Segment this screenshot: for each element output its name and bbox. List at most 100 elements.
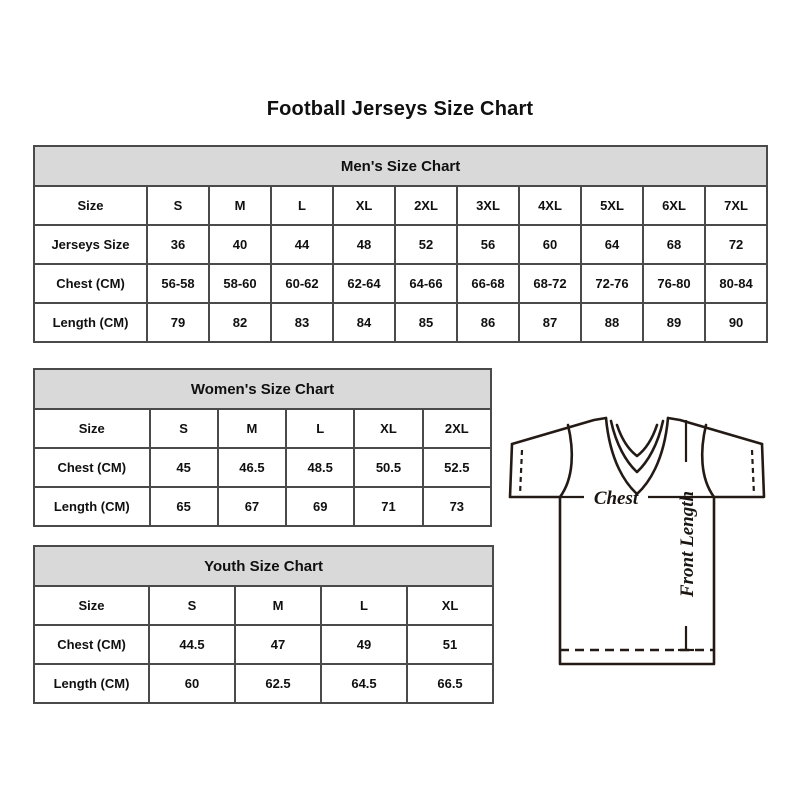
column-header-s: S (146, 185, 210, 226)
cell: 80-84 (703, 263, 769, 304)
cell: 82 (208, 302, 272, 343)
cell: 44 (270, 224, 334, 265)
column-header-m: M (208, 185, 272, 226)
body-outline (558, 495, 716, 666)
cell: 44.5 (148, 624, 236, 665)
row-label-jerseys-size: Jerseys Size (33, 224, 148, 265)
right-sleeve-seam (700, 423, 716, 499)
chest-label: Chest (594, 488, 639, 509)
table-header-row: Size S M L XL 2XL 3XL 4XL 5XL 6XL 7XL (33, 185, 769, 226)
youth-table-title: Youth Size Chart (32, 545, 495, 587)
column-header-4xl: 4XL (518, 185, 582, 226)
sleeve-cuff-dashed-lines (518, 449, 756, 496)
cell: 62-64 (332, 263, 396, 304)
cell: 64 (580, 224, 644, 265)
column-header-s: S (148, 585, 236, 626)
table-row: Length (CM) 79 82 83 84 85 86 87 88 89 9… (33, 302, 769, 343)
row-label-chest-cm: Chest (CM) (33, 447, 151, 488)
cell: 67 (216, 486, 288, 527)
column-header-size: Size (33, 185, 148, 226)
cell: 45 (148, 447, 219, 488)
cell: 47 (234, 624, 322, 665)
neckline-inner-2 (615, 423, 659, 458)
table-row: Chest (CM) 45 46.5 48.5 50.5 52.5 (33, 447, 493, 488)
cell: 68 (642, 224, 706, 265)
column-header-xl: XL (405, 585, 495, 626)
column-header-l: L (270, 185, 334, 226)
row-label-chest-cm: Chest (CM) (33, 624, 150, 665)
cell: 64.5 (320, 663, 408, 704)
table-row: Length (CM) 60 62.5 64.5 66.5 (33, 663, 495, 704)
column-header-l: L (320, 585, 408, 626)
cell: 50.5 (353, 447, 424, 488)
front-length-label: Front Length (677, 491, 698, 598)
left-sleeve-seam (558, 423, 574, 499)
cell: 84 (332, 302, 396, 343)
cell: 60 (148, 663, 236, 704)
column-header-l: L (285, 408, 356, 449)
column-header-2xl: 2XL (394, 185, 458, 226)
cell: 36 (146, 224, 210, 265)
cell: 83 (270, 302, 334, 343)
table-row: Chest (CM) 44.5 47 49 51 (33, 624, 495, 665)
column-header-size: Size (33, 408, 151, 449)
cell: 51 (405, 624, 495, 665)
cell: 69 (285, 486, 356, 527)
front-length-measure-line (678, 420, 694, 652)
table-row: Chest (CM) 56-58 58-60 60-62 62-64 64-66… (33, 263, 769, 304)
left-cuff-dash (518, 449, 524, 496)
v-neck-jersey-measurement-diagram: Chest Front Length (498, 392, 776, 688)
cell: 65 (148, 486, 219, 527)
cell: 46.5 (216, 447, 288, 488)
column-header-m: M (234, 585, 322, 626)
column-header-size: Size (33, 585, 150, 626)
right-cuff-dash (750, 449, 756, 496)
row-label-length-cm: Length (CM) (33, 663, 150, 704)
cell: 89 (642, 302, 706, 343)
table-band-row: Youth Size Chart (32, 545, 495, 587)
cell: 49 (320, 624, 408, 665)
right-sleeve-outer (712, 442, 766, 499)
column-header-s: S (148, 408, 219, 449)
womens-size-table: Women's Size Chart Size S M L XL 2XL Che… (33, 368, 493, 527)
column-header-xl: XL (353, 408, 424, 449)
cell: 66.5 (405, 663, 495, 704)
cell: 79 (146, 302, 210, 343)
left-sleeve-outer (508, 442, 562, 499)
cell: 62.5 (234, 663, 322, 704)
table-band-row: Women's Size Chart (33, 368, 492, 410)
row-label-chest-cm: Chest (CM) (33, 263, 148, 304)
cell: 88 (580, 302, 644, 343)
table-header-row: Size S M L XL 2XL (33, 408, 493, 449)
cell: 90 (703, 302, 769, 343)
cell: 56-58 (146, 263, 210, 304)
cell: 52.5 (421, 447, 493, 488)
cell: 60 (518, 224, 582, 265)
table-band-row: Men's Size Chart (32, 145, 769, 187)
cell: 58-60 (208, 263, 272, 304)
mens-table-title: Men's Size Chart (32, 145, 769, 187)
cell: 40 (208, 224, 272, 265)
right-shoulder-line (666, 416, 764, 446)
cell: 76-80 (642, 263, 706, 304)
cell: 48.5 (285, 447, 356, 488)
cell: 68-72 (518, 263, 582, 304)
column-header-3xl: 3XL (456, 185, 520, 226)
cell: 72-76 (580, 263, 644, 304)
cell: 72 (703, 224, 769, 265)
column-header-7xl: 7XL (703, 185, 769, 226)
cell: 87 (518, 302, 582, 343)
left-shoulder-line (510, 416, 608, 446)
column-header-2xl: 2XL (421, 408, 493, 449)
cell: 86 (456, 302, 520, 343)
cell: 64-66 (394, 263, 458, 304)
column-header-6xl: 6XL (642, 185, 706, 226)
table-row: Jerseys Size 36 40 44 48 52 56 60 64 68 … (33, 224, 769, 265)
cell: 48 (332, 224, 396, 265)
cell: 60-62 (270, 263, 334, 304)
cell: 52 (394, 224, 458, 265)
cell: 71 (353, 486, 424, 527)
column-header-m: M (216, 408, 288, 449)
youth-size-table: Youth Size Chart Size S M L XL Chest (CM… (32, 545, 495, 704)
